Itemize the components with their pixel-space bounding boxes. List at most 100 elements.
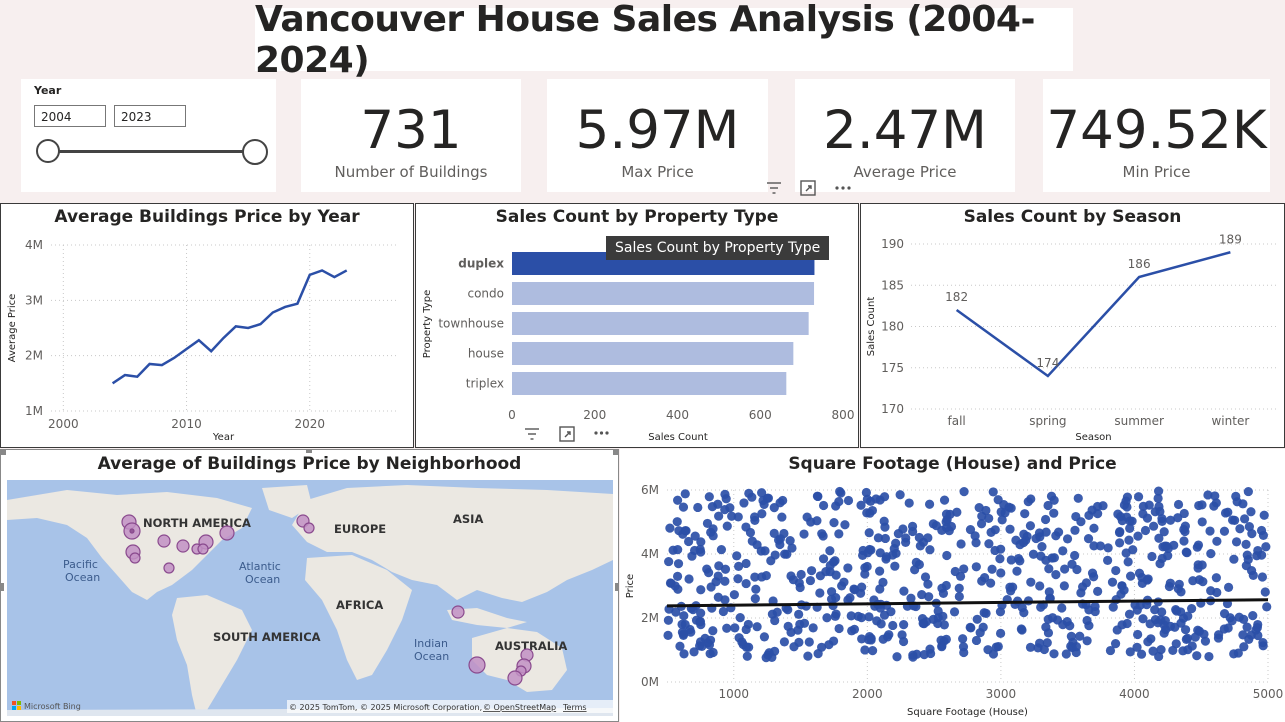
- resize-handle[interactable]: [0, 583, 4, 591]
- sales-by-property-type-visual[interactable]: Sales Count by Property Type 0 200 400 600 8…: [415, 203, 859, 448]
- map-bubble[interactable]: [197, 543, 209, 555]
- resize-handle[interactable]: [0, 449, 6, 455]
- scatter-point: [703, 568, 714, 578]
- map-bubble[interactable]: [157, 534, 171, 548]
- sqft-price-scatter-visual[interactable]: Square Footage (House) and Price 0M 2M 4M 6…: [620, 449, 1285, 722]
- map-bubble[interactable]: [303, 522, 315, 534]
- scatter-point: [979, 573, 990, 583]
- x-tick-label: 200: [583, 408, 606, 422]
- scatter-point: [1154, 533, 1164, 543]
- scatter-point: [923, 579, 933, 589]
- scatter-point: [1247, 529, 1257, 539]
- scatter-point: [1035, 581, 1045, 591]
- scatter-point: [1044, 587, 1054, 597]
- map-attribution: © 2025 TomTom, © 2025 Microsoft Corporat…: [289, 703, 482, 712]
- scatter-point: [696, 585, 706, 595]
- slicer-handle-start[interactable]: [36, 139, 60, 163]
- scatter-point: [828, 636, 839, 646]
- year-slicer: Year 2004 2023: [21, 79, 276, 192]
- scatter-point: [933, 618, 943, 629]
- scatter-point: [1031, 533, 1041, 544]
- map-bubble[interactable]: [451, 605, 465, 619]
- more-options-icon[interactable]: [594, 431, 609, 435]
- terms-link[interactable]: Terms: [562, 703, 587, 712]
- scatter-point: [862, 561, 872, 572]
- focus-mode-icon[interactable]: [559, 426, 575, 442]
- scatter-point: [759, 632, 770, 642]
- kpi-value: 749.52K: [1046, 100, 1267, 161]
- y-tick-label: 190: [881, 237, 904, 251]
- scatter-point: [1159, 527, 1169, 537]
- scatter-point: [704, 640, 715, 650]
- scatter-point: [1049, 508, 1059, 518]
- scatter-point: [708, 647, 718, 658]
- scatter-point: [941, 580, 951, 591]
- map-visual[interactable]: Average of Buildings Price by Neighborho…: [0, 449, 619, 722]
- scatter-point: [1015, 540, 1025, 550]
- map-bubble[interactable]: [176, 539, 190, 553]
- scatter-point: [1256, 525, 1267, 536]
- resize-handle[interactable]: [615, 583, 619, 591]
- scatter-point: [986, 578, 996, 588]
- map-bubble[interactable]: [507, 670, 523, 686]
- scatter-point: [663, 615, 673, 625]
- map-bubble[interactable]: [129, 528, 135, 534]
- scatter-point: [1178, 646, 1188, 656]
- map-bubble[interactable]: [129, 552, 141, 564]
- y-tick-label: condo: [467, 287, 504, 301]
- scatter-point: [954, 583, 964, 593]
- scatter-point: [1122, 512, 1132, 522]
- scatter-point: [970, 531, 980, 541]
- slicer-from-input[interactable]: 2004: [34, 105, 106, 127]
- filter-icon[interactable]: [525, 428, 539, 440]
- scatter-point: [1138, 614, 1148, 624]
- map-bubble[interactable]: [468, 656, 486, 674]
- scatter-point: [1040, 514, 1051, 525]
- avg-price-by-year-visual[interactable]: Average Buildings Price by Year 1M 2M 3M 4M…: [0, 203, 414, 448]
- scatter-point: [1062, 534, 1073, 544]
- scatter-point: [1173, 584, 1183, 594]
- scatter-point: [879, 516, 889, 526]
- more-options-icon[interactable]: [835, 186, 851, 190]
- map-bubble[interactable]: [163, 562, 175, 574]
- scatter-point: [1210, 491, 1220, 501]
- greenland-land: [262, 485, 312, 518]
- y-tick-label: 175: [881, 361, 904, 375]
- x-tick-label: 2000: [48, 417, 79, 431]
- x-tick-label: 1000: [719, 687, 750, 701]
- x-tick-label: 2000: [852, 687, 883, 701]
- scatter-point: [1153, 486, 1164, 496]
- x-tick-label: spring: [1029, 414, 1066, 428]
- scatter-point: [720, 489, 730, 499]
- map-bubble[interactable]: [219, 525, 235, 541]
- filter-icon[interactable]: [767, 182, 781, 194]
- attribution-bg: [287, 700, 613, 713]
- map-bubbles[interactable]: [121, 514, 534, 686]
- sales-by-season-visual[interactable]: Sales Count by Season 170 175 180 185 190 fal…: [860, 203, 1285, 448]
- resize-handle[interactable]: [613, 449, 619, 455]
- scatter-point: [865, 508, 875, 518]
- scatter-point: [1124, 535, 1134, 545]
- scatter-point: [917, 589, 927, 600]
- y-tick-label: house: [468, 347, 504, 361]
- scatter-point: [924, 499, 935, 509]
- slicer-to-input[interactable]: 2023: [114, 105, 186, 127]
- report-title-box: Vancouver House Sales Analysis (2004-202…: [255, 0, 1073, 81]
- scatter-point: [1012, 566, 1022, 576]
- slicer-handle-end[interactable]: [242, 139, 268, 165]
- label-north-america: NORTH AMERICA: [143, 516, 251, 530]
- resize-handle[interactable]: [306, 449, 312, 453]
- scatter-point: [793, 625, 803, 635]
- scatter-point: [1041, 527, 1051, 537]
- scatter-point: [1043, 500, 1053, 511]
- scatter-point: [1238, 499, 1248, 509]
- focus-mode-icon[interactable]: [800, 180, 816, 196]
- x-axis-title: Sales Count: [648, 432, 708, 443]
- bubble-map[interactable]: NORTH AMERICA EUROPE ASIA AFRICA SOUTH A…: [7, 480, 613, 716]
- scatter-point: [1187, 604, 1197, 614]
- osm-link[interactable]: © OpenStreetMap: [483, 703, 556, 712]
- scatter-point: [857, 634, 867, 644]
- scatter-point: [1081, 578, 1092, 588]
- scatter-point: [742, 651, 752, 661]
- scatter-point: [1173, 499, 1184, 510]
